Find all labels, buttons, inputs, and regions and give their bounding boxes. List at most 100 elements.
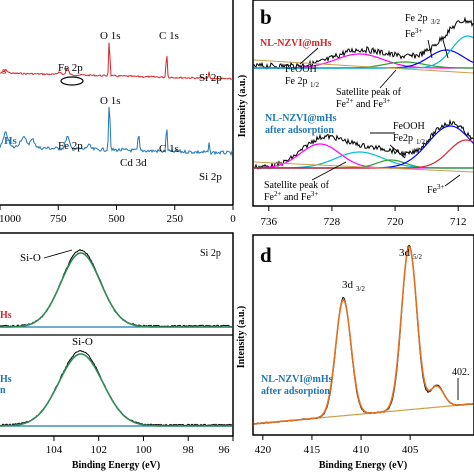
panel-c: Si 2p 104 102 100 98 96 Binding Energy (eV) … xyxy=(0,232,234,471)
panel-b-fe2p32-sub: 3/2 xyxy=(431,18,440,26)
panel-a-bottom-name: Hs xyxy=(4,135,18,147)
panel-b-sat-bot-1: Satellite peak of xyxy=(264,180,330,191)
panel-d-peak1-sub: 3/2 xyxy=(356,285,365,293)
panel-c-top-name: Hs xyxy=(0,310,12,321)
panel-c-tick-label: 98 xyxy=(183,444,195,456)
panel-b-sat-bot-sup1: 2+ xyxy=(274,190,282,198)
panel-d-xlabel: Binding Energy (eV) xyxy=(319,460,407,471)
panel-a-series-bottom xyxy=(0,106,233,157)
panel-b-tick-label: 712 xyxy=(450,216,467,228)
panel-b-sat-top-fe: Fe xyxy=(336,99,347,110)
panel-a-tick-label: 250 xyxy=(167,213,184,225)
panel-b-feooh-bot-2: Fe2p xyxy=(393,133,413,144)
panel-a-fe2p-ellipse xyxy=(60,76,84,86)
panel-b-sat-bot-sup2: 3+ xyxy=(311,190,319,198)
panel-a-bottom-c1s: C 1s xyxy=(159,143,179,155)
panel-b-bot-fe2 xyxy=(254,139,474,169)
panel-b-arrow-8 xyxy=(444,174,461,187)
panel-b-sat-bot-fe: Fe xyxy=(264,192,275,203)
panel-c-bottom-name-2: n xyxy=(0,385,6,396)
panel-b-sat-bot-and: and Fe xyxy=(281,192,311,203)
panel-b-tick-label: 736 xyxy=(261,216,278,228)
panel-d-peak3-label: 402. xyxy=(452,367,470,378)
panel-a-tick-label: 750 xyxy=(50,213,67,225)
panel-b-sat-bot-2: Fe2+ and Fe3+ xyxy=(264,190,318,203)
panel-d-peak2-sub: 5/2 xyxy=(413,253,422,261)
panel-b-bot-baseline xyxy=(253,161,474,173)
panel-d-fit xyxy=(253,245,474,425)
panel-d-tick-label: 415 xyxy=(304,444,321,456)
panel-c-bot-fit xyxy=(0,353,232,427)
panel-d-tick-label: 420 xyxy=(255,444,272,456)
panel-d-tick-label: 405 xyxy=(402,444,419,456)
panel-c-top-fit xyxy=(0,252,232,328)
panel-c-tick-label: 100 xyxy=(135,444,152,456)
panel-d-letter: d xyxy=(260,243,272,267)
panel-b-arrows xyxy=(299,39,461,187)
panel-b-bottom-sample-1: NL-NZVI@mHs xyxy=(265,113,337,124)
panel-a-bottom-fe2p: Fe 2p xyxy=(58,140,83,152)
panel-b-ylabel: Intensity (a.u.) xyxy=(237,75,248,138)
panel-b-tick-label: 728 xyxy=(324,216,341,228)
panel-b-sat-top-2: Fe2+ and Fe3+ xyxy=(336,97,390,110)
panel-b: b Intensity (a.u.) 736 728 720 712 NL-NZVI@… xyxy=(237,0,474,228)
panel-d-raw xyxy=(253,244,473,425)
panel-d-peak1-label: 3d xyxy=(342,279,354,291)
panel-c-tick-label: 102 xyxy=(90,444,107,456)
panel-b-arrow-1 xyxy=(299,47,319,65)
panel-b-sat-top-1: Satellite peak of xyxy=(336,87,402,98)
panel-c-top-arrow xyxy=(43,249,73,259)
panel-c-bot-raw xyxy=(0,350,233,427)
panel-b-sat-top-and: and Fe xyxy=(353,99,383,110)
panel-b-fe3-top: Fe3+ xyxy=(405,27,423,40)
panel-a-tick-label: 1000 xyxy=(0,213,22,225)
panel-b-feooh-bot: FeOOH xyxy=(393,121,425,132)
panel-c-bottom-name-1: Hs xyxy=(0,374,12,385)
panel-b-letter: b xyxy=(260,5,272,29)
panel-b-bot-raw xyxy=(253,118,474,170)
panel-a-tick-label: 500 xyxy=(108,213,125,225)
panel-c-bottom-peak: Si-O xyxy=(72,336,93,348)
panel-c-tick-label: 96 xyxy=(219,444,231,456)
panel-b-arrow-6 xyxy=(389,144,406,159)
panel-b-arrow-4 xyxy=(442,39,449,59)
panel-b-feooh-bot-sub: 1/2 xyxy=(416,138,425,146)
panel-b-arrow-3 xyxy=(427,39,433,59)
panel-b-top-sample: NL-NZVI@mHs xyxy=(260,38,332,49)
panel-d-ylabel: Intensity (a.u.) xyxy=(236,306,247,369)
panel-b-feooh-top-sub: 1/2 xyxy=(310,81,319,89)
panel-a-top-fe2p: Fe 2p xyxy=(58,62,83,74)
panel-b-sat-top-sup1: 2+ xyxy=(346,97,354,105)
panel-b-arrow-2 xyxy=(379,69,397,89)
panel-b-top-baseline xyxy=(253,59,474,74)
panel-b-fe3-top-fe: Fe xyxy=(405,29,416,40)
panel-d-tick-label: 410 xyxy=(353,444,370,456)
panel-a-bottom-o1s: O 1s xyxy=(100,95,120,107)
panel-b-bot-feooh xyxy=(254,143,473,169)
panel-b-sat-top-sup2: 3+ xyxy=(383,97,391,105)
panel-b-arrow-7 xyxy=(311,161,347,181)
panel-d-sample-2: after adsorption xyxy=(261,386,330,397)
panel-b-feooh-top-2: Fe 2p xyxy=(285,76,308,87)
panel-b-fe3-bot-sup: 3+ xyxy=(437,183,445,191)
panel-b-fe3-bot-fe: Fe xyxy=(427,185,438,196)
panel-a-top-c1s: C 1s xyxy=(159,30,179,42)
panel-a-bottom-si2p: Si 2p xyxy=(199,171,222,183)
panel-c-top-peak: Si-O xyxy=(20,252,41,264)
panel-a-tick-label: 0 xyxy=(230,213,236,225)
panel-c-title: Si 2p xyxy=(200,248,221,259)
panel-b-feooh-top: FeOOH xyxy=(285,64,317,75)
panel-b-tick-label: 720 xyxy=(387,216,404,228)
panel-b-top-raw xyxy=(253,16,474,70)
panel-d-sample-1: NL-NZVI@mHs xyxy=(261,374,333,385)
panel-b-fe3-top-sup: 3+ xyxy=(415,27,423,35)
panel-a-bottom-cd3d: Cd 3d xyxy=(120,157,147,169)
panel-b-fe3-bot: Fe3+ xyxy=(427,183,445,196)
panel-a-top-si2p: Si 2p xyxy=(199,72,222,84)
panel-b-top-fe2p32 xyxy=(254,35,474,69)
panel-a-series-top xyxy=(0,42,234,80)
panel-c-tick-label: 104 xyxy=(46,444,63,456)
panel-b-fe2p32: Fe 2p xyxy=(405,13,428,24)
panel-a-top-name: s xyxy=(2,65,7,77)
